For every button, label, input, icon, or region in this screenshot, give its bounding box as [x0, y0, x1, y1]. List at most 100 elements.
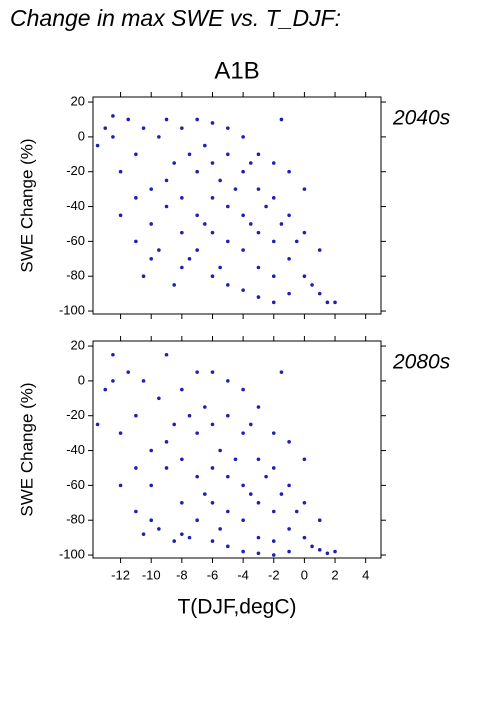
point	[302, 187, 307, 191]
point	[226, 283, 230, 287]
point	[226, 239, 230, 244]
y-tick-label: 0	[78, 372, 85, 387]
point	[226, 474, 230, 479]
y-tick-label: -60	[66, 233, 85, 248]
point	[271, 196, 276, 200]
x-tick-label: 4	[362, 567, 369, 582]
point	[279, 370, 284, 374]
point	[118, 213, 123, 218]
point	[287, 213, 291, 218]
point	[302, 230, 307, 235]
point	[149, 222, 154, 226]
point	[241, 549, 245, 554]
point	[210, 422, 215, 427]
point	[118, 431, 123, 435]
point	[310, 283, 314, 287]
point	[241, 169, 245, 174]
point	[241, 213, 245, 218]
point	[172, 283, 176, 287]
y-tick-label: -20	[66, 163, 85, 178]
point	[294, 509, 299, 514]
point	[310, 544, 314, 549]
point	[164, 440, 169, 444]
point	[271, 239, 276, 244]
panel-label: 2040s	[392, 107, 451, 130]
point	[149, 256, 154, 261]
point	[195, 431, 199, 435]
point	[103, 387, 108, 392]
point	[134, 413, 138, 418]
point	[279, 492, 284, 496]
point	[287, 291, 291, 296]
point	[226, 413, 230, 418]
point	[134, 196, 138, 200]
point	[203, 405, 207, 409]
point	[271, 539, 276, 543]
point	[180, 532, 184, 536]
point	[180, 457, 184, 462]
y-axis-label: SWE Change (%)	[17, 138, 36, 272]
point	[187, 256, 192, 261]
point	[241, 387, 245, 392]
point	[149, 187, 154, 191]
point	[317, 291, 322, 296]
point	[103, 126, 108, 130]
y-tick-label: 20	[71, 337, 85, 352]
point	[218, 527, 222, 531]
point	[195, 518, 199, 523]
point	[241, 288, 245, 292]
point	[241, 518, 245, 523]
point	[180, 126, 184, 130]
y-tick-label: -60	[66, 477, 85, 492]
point	[203, 222, 207, 226]
x-tick-label: -8	[176, 567, 188, 582]
point	[218, 448, 222, 453]
x-tick-label: 0	[301, 567, 308, 582]
point	[302, 500, 307, 505]
plot-frame	[92, 340, 382, 559]
point	[241, 483, 245, 488]
point	[302, 457, 307, 462]
point	[180, 196, 184, 200]
point	[164, 204, 169, 209]
point	[226, 126, 230, 130]
point	[271, 274, 276, 279]
panel-label: 2080s	[392, 351, 451, 374]
point	[256, 152, 261, 157]
point	[157, 248, 161, 252]
point	[256, 187, 261, 191]
point	[256, 457, 261, 462]
point	[287, 549, 291, 554]
point	[287, 440, 291, 444]
point	[279, 117, 284, 122]
point	[210, 230, 215, 235]
point	[226, 509, 230, 514]
point	[210, 539, 215, 543]
y-tick-label: 20	[71, 93, 85, 108]
point	[164, 466, 169, 470]
point	[210, 274, 215, 279]
point	[218, 265, 222, 270]
point	[317, 248, 322, 252]
point	[172, 539, 176, 543]
point	[195, 169, 199, 174]
x-tick-label: -4	[237, 567, 249, 582]
point	[302, 274, 307, 279]
point	[241, 248, 245, 252]
point	[172, 161, 176, 165]
y-tick-label: -100	[59, 302, 85, 317]
point	[241, 135, 245, 139]
point	[149, 518, 154, 523]
point	[149, 483, 154, 488]
point	[157, 135, 161, 139]
point	[248, 422, 253, 427]
point	[126, 117, 131, 122]
point	[164, 352, 169, 357]
point	[271, 509, 276, 514]
point	[157, 396, 161, 401]
point	[256, 265, 261, 270]
point	[180, 500, 184, 505]
point	[180, 265, 184, 270]
point	[210, 370, 215, 374]
x-tick-label: -12	[111, 567, 130, 582]
